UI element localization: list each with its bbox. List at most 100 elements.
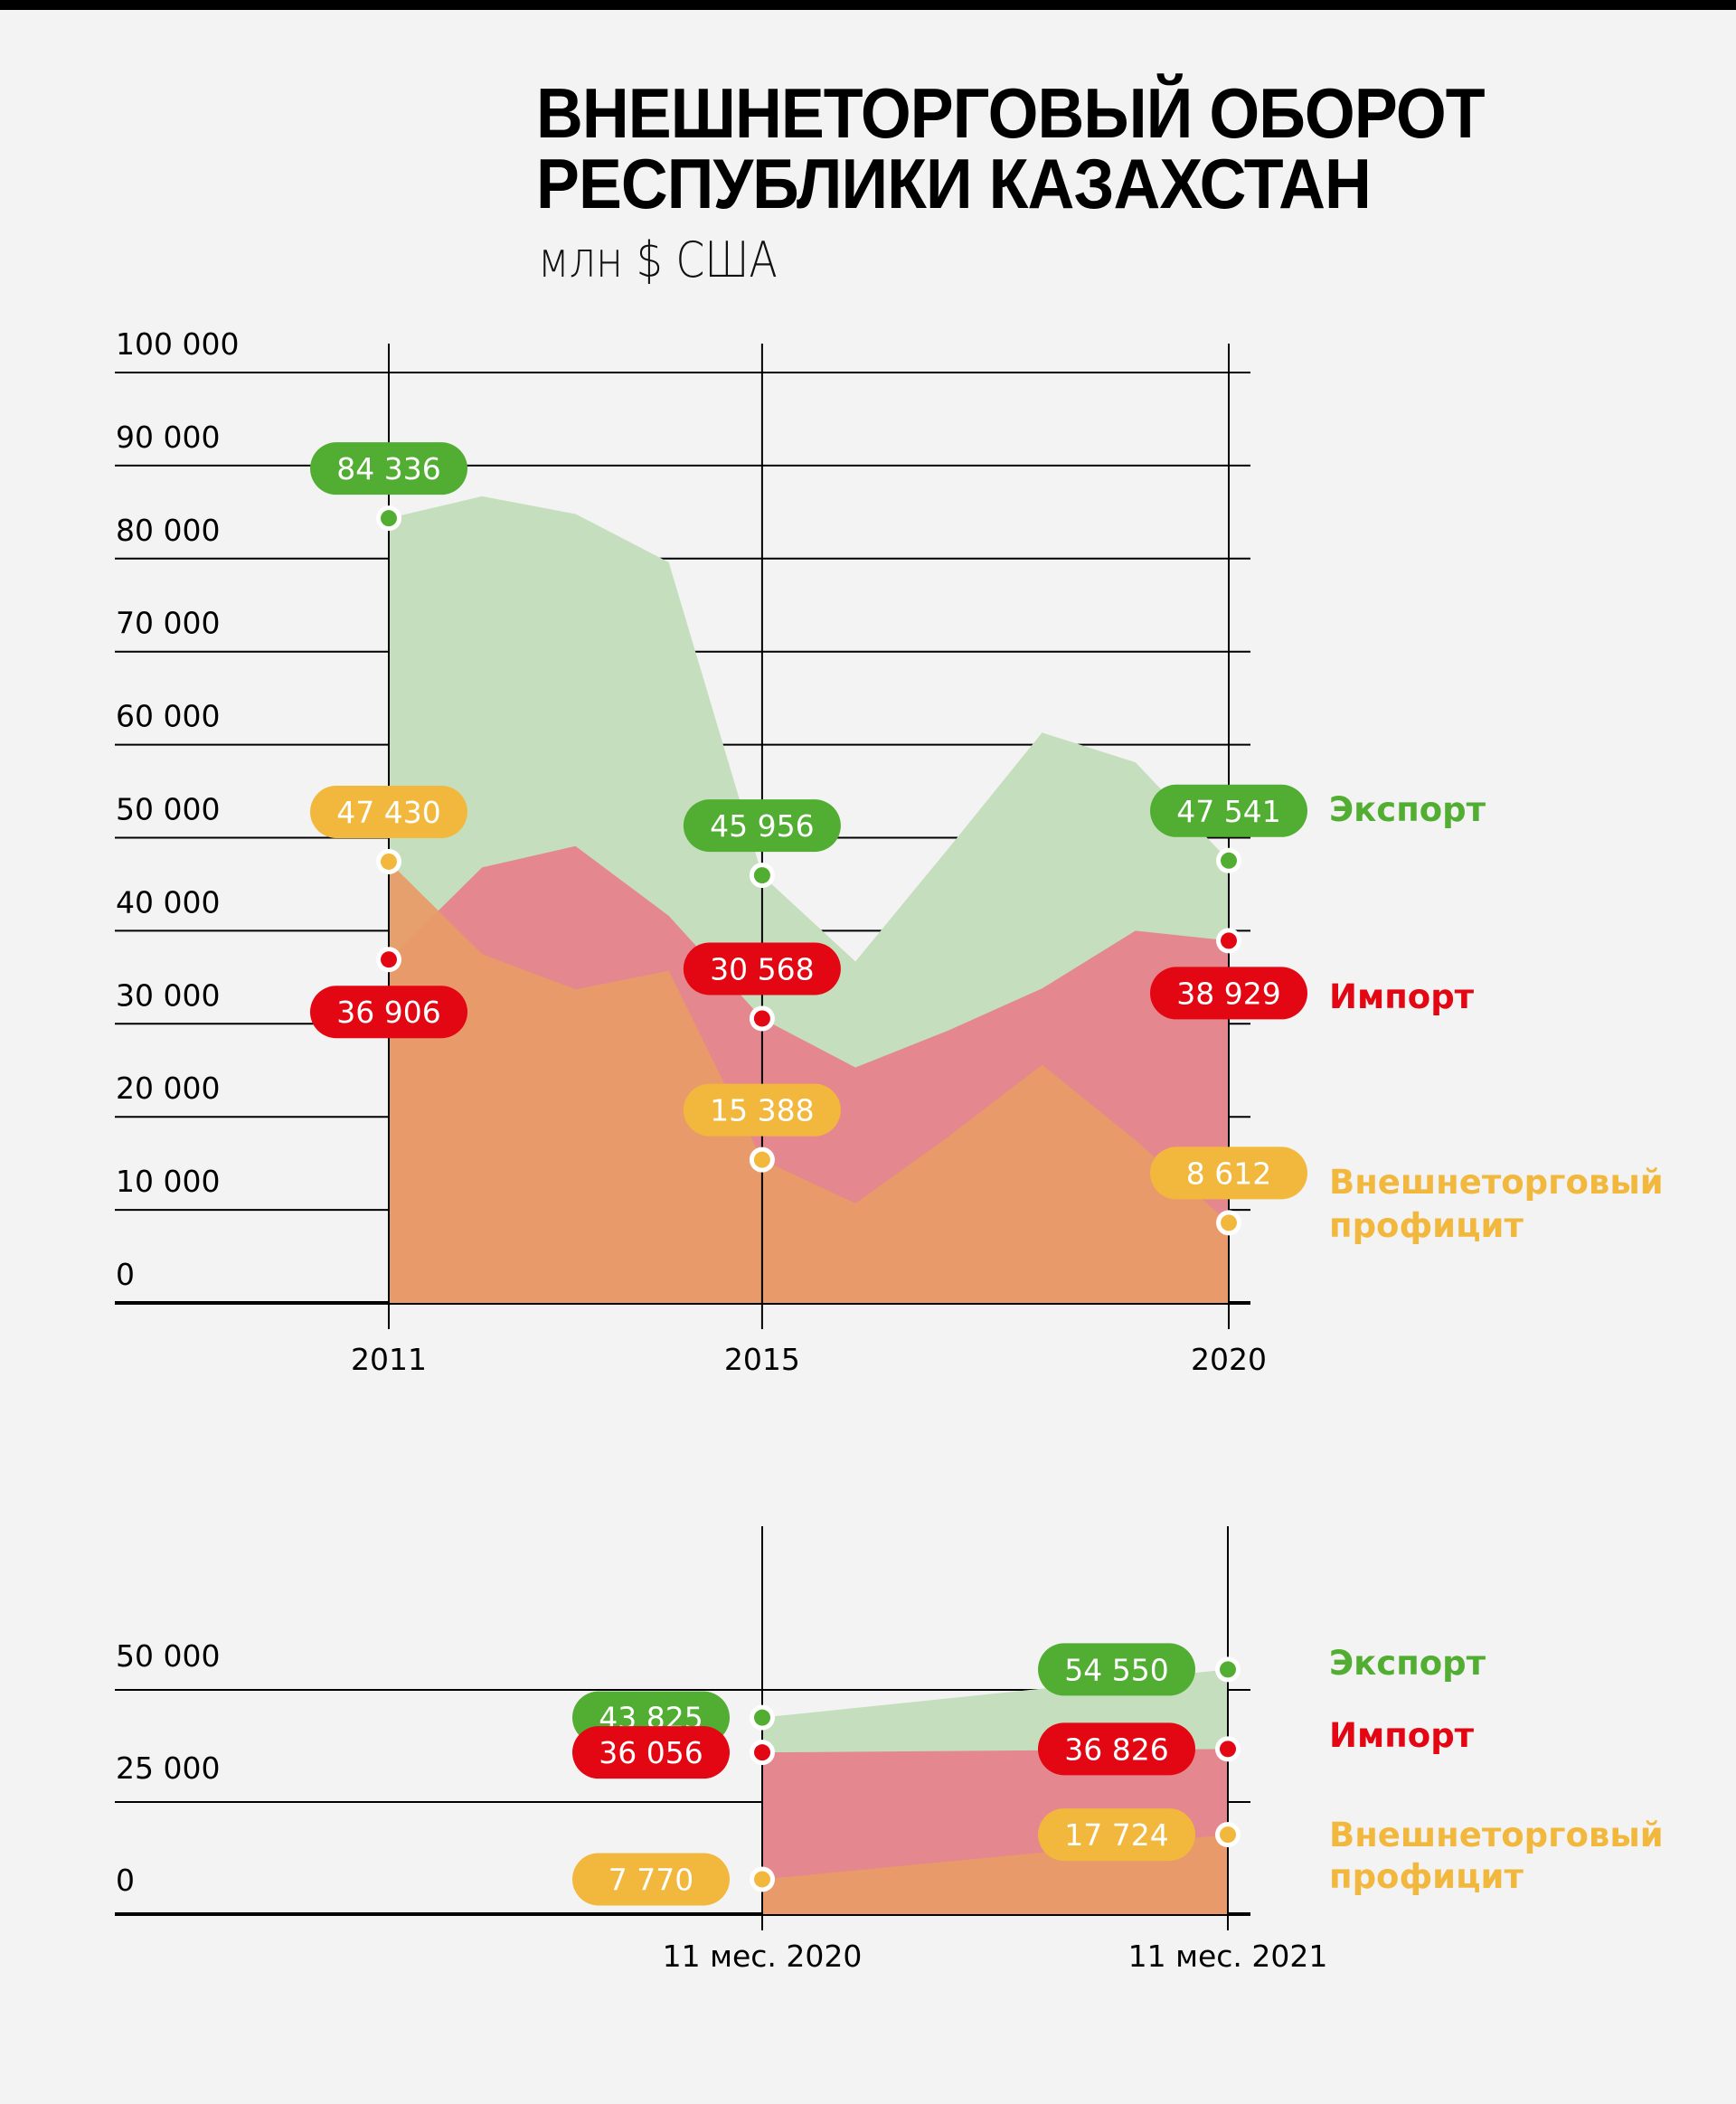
data-point-lower-export-0 <box>750 1704 775 1731</box>
value-label-surplus-2020-bg <box>1150 1146 1307 1200</box>
data-point-export-2011-core <box>381 510 397 527</box>
legend-surplus-line1: Внешнеторговый <box>1329 1163 1664 1202</box>
y-tick-label-50000: 50 000 <box>116 792 220 827</box>
value-label-export-2020-bg <box>1150 784 1307 837</box>
value-label-lower-surplus-1: 17 724 <box>1038 1808 1195 1862</box>
value-label-import-2011-bg <box>310 986 467 1039</box>
top-bar <box>0 0 1736 10</box>
value-label-lower-import-0-bg <box>572 1726 730 1779</box>
data-point-export-2015 <box>749 863 775 889</box>
value-label-lower-surplus-1-text: 17 724 <box>1064 1817 1168 1853</box>
value-label-export-2011-text: 84 336 <box>336 451 440 486</box>
y-tick-label-100000: 100 000 <box>116 326 239 362</box>
data-point-lower-import-1 <box>1215 1736 1241 1762</box>
legend-annual: Экспорт Импорт Внешнеторговый профицит <box>1329 790 1664 1245</box>
y-tick-label-30000: 30 000 <box>116 977 220 1013</box>
value-label-export-2020: 47 541 <box>1150 784 1307 837</box>
x-tick-label-2015: 2015 <box>724 1342 800 1377</box>
data-point-lower-surplus-0 <box>750 1866 775 1892</box>
value-label-surplus-2011-text: 47 430 <box>336 795 440 830</box>
data-point-import-2020 <box>1216 928 1241 954</box>
value-label-import-2020-text: 38 929 <box>1176 976 1280 1011</box>
y-tick-label-lower-50000: 50 000 <box>116 1638 220 1674</box>
y-tick-label-0: 0 <box>116 1257 135 1292</box>
value-label-import-2011-text: 36 906 <box>336 995 440 1030</box>
value-label-import-2015-bg <box>683 942 841 995</box>
value-label-lower-surplus-0-text: 7 770 <box>609 1862 693 1897</box>
data-point-import-2020-core <box>1221 932 1237 949</box>
value-label-lower-import-1-text: 36 826 <box>1064 1731 1168 1767</box>
value-label-lower-export-1-bg <box>1038 1643 1195 1696</box>
y-tick-label-20000: 20 000 <box>116 1071 220 1106</box>
x-tick-label-lower-1: 11 мес. 2021 <box>1128 1939 1328 1974</box>
data-point-import-2011-core <box>381 951 397 968</box>
value-label-lower-import-0-text: 36 056 <box>599 1735 703 1770</box>
legend-lower-export: Экспорт <box>1329 1644 1486 1683</box>
data-point-surplus-2011-core <box>381 853 397 870</box>
data-point-export-2015-core <box>753 867 770 884</box>
value-label-surplus-2015-bg <box>683 1083 841 1137</box>
value-label-lower-surplus-0: 7 770 <box>572 1853 730 1906</box>
data-point-surplus-2015 <box>749 1146 775 1173</box>
value-label-export-2011-bg <box>310 442 467 495</box>
data-point-lower-import-1-core <box>1220 1741 1236 1758</box>
y-tick-label-lower-25000: 25 000 <box>116 1750 220 1786</box>
value-label-surplus-2011: 47 430 <box>310 785 467 838</box>
data-point-import-2015 <box>749 1005 775 1032</box>
chart-title: ВНЕШНЕТОРГОВЫЙ ОБОРОТ РЕСПУБЛИКИ КАЗАХСТ… <box>536 78 1486 223</box>
value-label-lower-surplus-1-bg <box>1038 1808 1195 1862</box>
x-tick-label-2020: 2020 <box>1191 1342 1267 1377</box>
value-label-export-2011: 84 336 <box>310 442 467 495</box>
legend-import: Импорт <box>1329 977 1475 1016</box>
value-label-lower-surplus-0-bg <box>572 1853 730 1906</box>
title-line-2: РЕСПУБЛИКИ КАЗАХСТАН <box>536 144 1372 223</box>
value-label-import-2015: 30 568 <box>683 942 841 995</box>
data-point-export-2020 <box>1216 847 1241 873</box>
data-point-import-2011 <box>376 947 401 973</box>
value-label-lower-import-1-bg <box>1038 1722 1195 1776</box>
data-point-lower-import-0-core <box>754 1744 770 1761</box>
value-label-export-2015-bg <box>683 799 841 853</box>
y-tick-label-60000: 60 000 <box>116 699 220 734</box>
data-point-surplus-2011 <box>376 848 401 874</box>
value-label-export-2020-text: 47 541 <box>1176 794 1280 829</box>
area-surplus <box>389 861 1229 1303</box>
y-tick-label-10000: 10 000 <box>116 1164 220 1199</box>
legend-export: Экспорт <box>1329 790 1486 829</box>
legend-lower-surplus-line1: Внешнеторговый <box>1329 1816 1664 1854</box>
data-point-lower-surplus-0-core <box>754 1871 770 1888</box>
chart-annual: 0 10 000 20 000 30 000 40 000 50 000 60 000 70 … <box>115 326 1664 1377</box>
value-label-surplus-2015-text: 15 388 <box>710 1093 814 1128</box>
data-point-lower-export-0-core <box>754 1709 770 1726</box>
data-point-lower-export-1-core <box>1220 1661 1236 1678</box>
value-label-export-2015: 45 956 <box>683 799 841 853</box>
data-point-import-2015-core <box>753 1010 770 1027</box>
legend-lower-surplus-line2: профицит <box>1329 1857 1524 1896</box>
data-point-lower-import-0 <box>750 1740 775 1766</box>
x-tick-label-lower-0: 11 мес. 2020 <box>663 1939 863 1974</box>
data-point-surplus-2020-core <box>1221 1214 1237 1231</box>
value-label-surplus-2011-bg <box>310 785 467 838</box>
data-point-surplus-2015-core <box>753 1151 770 1168</box>
value-label-export-2015-text: 45 956 <box>710 808 814 844</box>
data-point-lower-surplus-1-core <box>1220 1826 1236 1844</box>
y-tick-label-70000: 70 000 <box>116 606 220 641</box>
value-label-import-2020-bg <box>1150 967 1307 1020</box>
y-tick-label-lower-0: 0 <box>116 1863 135 1898</box>
value-label-surplus-2020-text: 8 612 <box>1186 1156 1271 1191</box>
data-point-lower-surplus-1 <box>1215 1822 1241 1848</box>
value-label-lower-export-1: 54 550 <box>1038 1643 1195 1696</box>
value-label-import-2020: 38 929 <box>1150 967 1307 1020</box>
data-point-surplus-2020 <box>1216 1210 1241 1236</box>
y-tick-label-90000: 90 000 <box>116 420 220 455</box>
data-point-export-2011 <box>376 505 401 532</box>
y-tick-label-40000: 40 000 <box>116 884 220 920</box>
value-label-import-2011: 36 906 <box>310 986 467 1039</box>
legend-surplus-line2: профицит <box>1329 1206 1524 1245</box>
legend-lower-import: Импорт <box>1329 1716 1475 1755</box>
value-label-surplus-2020: 8 612 <box>1150 1146 1307 1200</box>
data-point-lower-export-1 <box>1215 1656 1241 1683</box>
